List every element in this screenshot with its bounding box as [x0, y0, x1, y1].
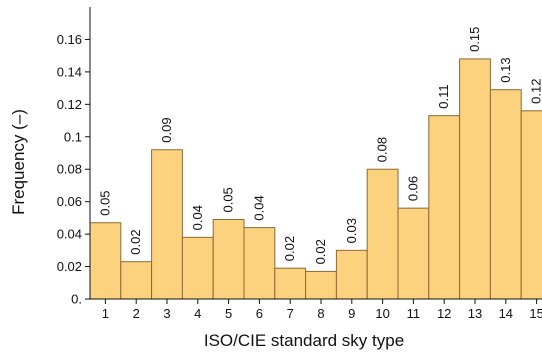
- data-label-1: 0.05: [97, 190, 112, 215]
- y-tick-label: 0.: [71, 292, 82, 307]
- y-tick-label: 0.08: [57, 162, 82, 177]
- x-tick-label: 12: [437, 306, 451, 321]
- y-tick-label: 0.12: [57, 97, 82, 112]
- data-label-10: 0.08: [375, 137, 390, 162]
- bar-6: [243, 227, 276, 300]
- y-tick-label: 0.1: [64, 129, 82, 144]
- y-tick-label: 0.06: [57, 194, 82, 209]
- x-tick-label: 7: [287, 306, 294, 321]
- x-tick-label: 3: [163, 306, 170, 321]
- data-label-2: 0.02: [128, 229, 143, 254]
- x-tick-label: 10: [375, 306, 389, 321]
- bar-2: [120, 261, 153, 300]
- bar-7: [274, 267, 307, 300]
- y-tick-label: 0.14: [57, 64, 82, 79]
- bar-9: [335, 249, 368, 300]
- bar-5: [212, 219, 245, 300]
- data-label-12: 0.11: [436, 84, 451, 108]
- bar-12: [428, 115, 461, 300]
- bar-4: [181, 236, 214, 300]
- x-tick-label: 15: [529, 306, 542, 321]
- y-tick-label: 0.04: [57, 227, 82, 242]
- x-tick-label: 13: [468, 306, 482, 321]
- data-label-5: 0.05: [221, 187, 236, 212]
- x-tick-label: 2: [133, 306, 140, 321]
- x-axis: 1 2 3 4 5 6 7 8 9 10 11 12 13 14 15: [90, 298, 542, 321]
- data-label-11: 0.06: [405, 176, 420, 201]
- x-tick-label: 5: [225, 306, 232, 321]
- data-labels-group: 0.05 0.02 0.09 0.04 0.05 0.04 0.02 0.02 0.03 0.08…: [97, 27, 542, 265]
- x-tick-label: 8: [317, 306, 324, 321]
- data-label-8: 0.02: [313, 239, 328, 264]
- data-label-6: 0.04: [251, 195, 266, 220]
- y-tick-label: 0.02: [57, 259, 82, 274]
- bar-14: [489, 89, 522, 300]
- bar-3: [151, 149, 183, 300]
- x-tick-label: 1: [102, 306, 109, 321]
- data-label-3: 0.09: [159, 117, 174, 142]
- y-axis: 0. 0.02 0.04 0.06 0.08 0.1 0.12 0.14 0.16: [57, 7, 91, 307]
- data-label-15: 0.12: [529, 79, 542, 104]
- y-axis-title: Frequency (–): [9, 109, 28, 215]
- bar-13: [459, 58, 491, 300]
- bar-10: [366, 168, 399, 300]
- data-label-13: 0.15: [467, 27, 482, 52]
- y-tick-label: 0.16: [57, 32, 82, 47]
- x-tick-label: 4: [194, 306, 201, 321]
- x-tick-label: 11: [407, 306, 421, 321]
- x-axis-title: ISO/CIE standard sky type: [204, 331, 404, 350]
- x-tick-label: 14: [499, 306, 513, 321]
- data-label-4: 0.04: [190, 205, 205, 230]
- data-label-7: 0.02: [282, 236, 297, 261]
- data-label-9: 0.03: [344, 218, 359, 243]
- bar-11: [397, 207, 430, 300]
- bar-8: [305, 270, 337, 300]
- x-tick-label: 9: [348, 306, 355, 321]
- data-label-14: 0.13: [498, 57, 513, 82]
- x-tick-label: 6: [256, 306, 263, 321]
- bars-group: [89, 58, 542, 300]
- bar-1: [89, 222, 122, 300]
- bar-15: [520, 110, 542, 300]
